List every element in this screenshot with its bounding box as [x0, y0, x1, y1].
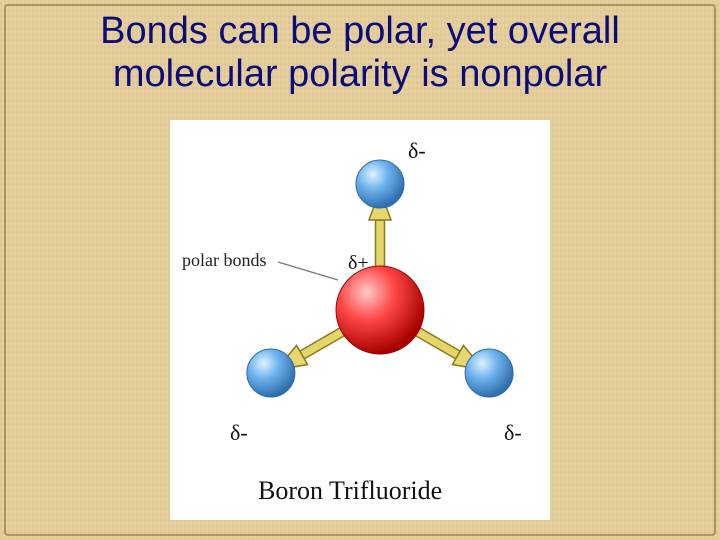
molecule-svg: [170, 120, 550, 520]
polar-bonds-label: polar bonds: [182, 250, 267, 271]
fluorine-atom: [356, 160, 404, 208]
slide-title: Bonds can be polar, yet overall molecula…: [0, 10, 720, 95]
delta-minus-left: δ-: [230, 420, 248, 446]
figure-container: polar bonds δ+ δ- δ- δ- Boron Trifluorid…: [170, 120, 550, 520]
annotation-leader-line: [278, 262, 338, 280]
boron-atom: [336, 266, 424, 354]
delta-minus-right: δ-: [504, 420, 522, 446]
figure-caption: Boron Trifluoride: [258, 476, 442, 506]
delta-minus-top: δ-: [408, 138, 426, 164]
delta-plus-center: δ+: [348, 252, 369, 275]
fluorine-atom: [247, 349, 295, 397]
fluorine-atom: [465, 349, 513, 397]
molecule-group: [247, 160, 513, 397]
